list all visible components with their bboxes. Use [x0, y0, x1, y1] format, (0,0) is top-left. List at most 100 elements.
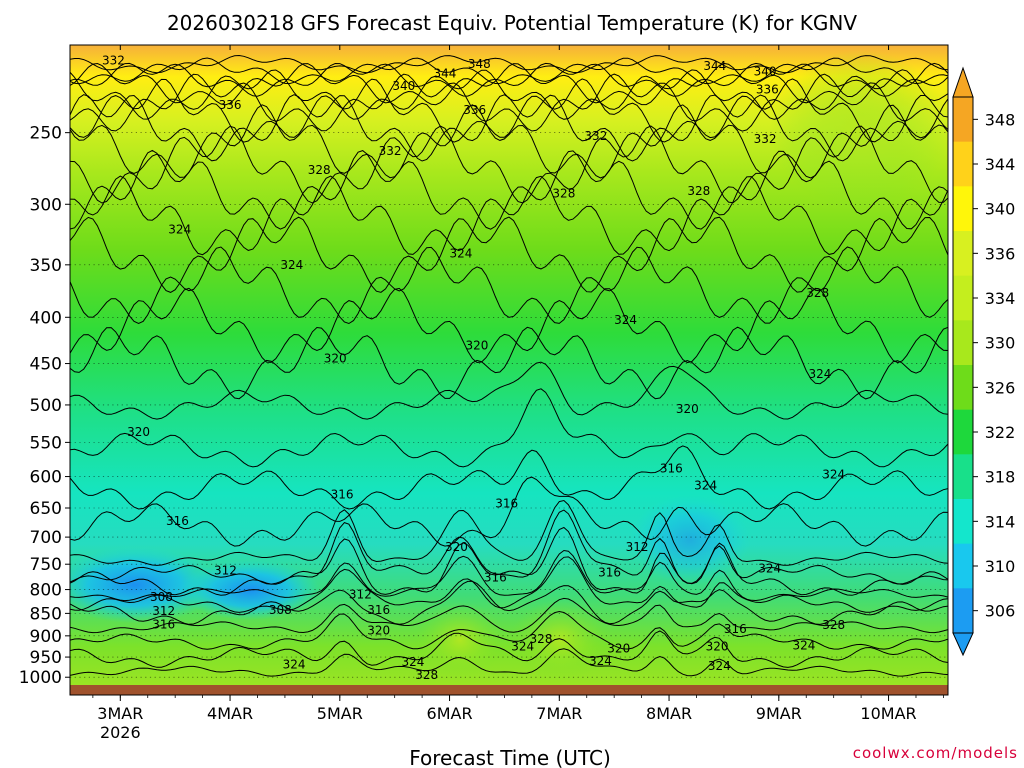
colorbar-swatch: [953, 320, 973, 366]
surface-ground: [70, 685, 948, 695]
contour-line: [70, 246, 948, 325]
colorbar-swatch: [953, 97, 973, 143]
colorbar-label: 340: [985, 200, 1016, 219]
contour-label: 328: [687, 184, 710, 198]
contour-line: [70, 580, 948, 625]
colorbar-swatch: [953, 409, 973, 455]
colorbar-label: 334: [985, 289, 1016, 308]
colorbar-label: 348: [985, 110, 1016, 129]
warm-pool: [770, 50, 948, 210]
y-tick-label: 550: [30, 433, 62, 453]
contour-label: 324: [694, 479, 717, 493]
x-tick-sublabel: 2026: [100, 723, 141, 742]
contour-label: 308: [150, 590, 173, 604]
contour-label: 328: [552, 187, 575, 201]
y-tick-label: 900: [30, 627, 62, 647]
contour-label: 324: [614, 313, 637, 327]
contour-line: [70, 476, 948, 547]
y-tick-label: 600: [30, 468, 62, 488]
colorbar-swatch: [953, 499, 973, 545]
contour-line: [70, 73, 948, 132]
x-axis-title: Forecast Time (UTC): [409, 746, 611, 768]
colorbar-label: 306: [985, 602, 1016, 621]
y-tick-label: 950: [30, 648, 62, 668]
x-tick-label: 3MAR: [97, 704, 143, 723]
contour-label: 328: [530, 632, 553, 646]
contour-line: [70, 556, 948, 613]
colorbar-label: 310: [985, 557, 1016, 576]
colorbar-labels: 348 344 340 336 334 330 326 322 318 314 310 306: [973, 110, 1016, 621]
contour-line: [70, 526, 948, 596]
colorbar-swatches: [952, 66, 974, 657]
contour-label: 324: [511, 640, 534, 654]
colorbar-swatch: [953, 231, 973, 277]
y-tick-label: 1000: [19, 668, 62, 688]
x-tick-label: 6MAR: [427, 704, 473, 723]
contour-label: 348: [468, 57, 491, 71]
contour-label: 336: [219, 98, 242, 112]
contour-label: 324: [793, 638, 816, 652]
contour-label: 312: [214, 563, 237, 577]
contour-line: [70, 149, 948, 230]
contour-line: [70, 62, 948, 106]
y-tick-label: 300: [30, 195, 62, 215]
contour-label: 324: [822, 468, 845, 482]
colorbar-top-triangle: [952, 66, 974, 98]
contour-label: 324: [758, 561, 781, 575]
contour-label: 332: [379, 144, 402, 158]
x-tick-label: 10MAR: [860, 704, 916, 723]
colorbar-swatch: [953, 275, 973, 321]
colorbar-swatch: [953, 141, 973, 187]
contour-line: [70, 175, 948, 256]
colorbar-swatch: [953, 588, 973, 634]
contour-label: 320: [466, 339, 489, 353]
contour-line: [70, 94, 948, 162]
contour-label: 312: [626, 540, 649, 554]
contour-label: 320: [706, 640, 729, 654]
colorbar-label: 326: [985, 378, 1016, 397]
y-tick-label: 350: [30, 256, 62, 276]
colorbar-label: 314: [985, 512, 1016, 531]
warm-pool: [415, 602, 505, 678]
colorbar-label: 330: [985, 334, 1016, 353]
colorbar-swatch: [953, 186, 973, 232]
colorbar-label: 322: [985, 423, 1016, 442]
contour-label: 316: [152, 617, 175, 631]
contour-label: 320: [676, 402, 699, 416]
contour-line: [70, 597, 948, 634]
contour-label: 316: [367, 603, 390, 617]
y-tick-label: 250: [30, 124, 62, 144]
colorbar-swatch: [953, 365, 973, 411]
contour-label: 320: [607, 642, 630, 656]
contour-line: [70, 216, 948, 293]
contour-line: [70, 125, 948, 204]
contour-label: 332: [584, 129, 607, 143]
y-tick-label: 450: [30, 355, 62, 375]
x-tick-label: 9MAR: [756, 704, 802, 723]
colorbar-bottom-triangle: [952, 632, 974, 657]
y-tick-label: 800: [30, 581, 62, 601]
contour-label: 324: [402, 655, 425, 669]
contour-line: [70, 648, 948, 677]
y-tick-label: 700: [30, 528, 62, 548]
credit-text: coolwx.com/models: [853, 744, 1018, 762]
contour-line: [70, 630, 948, 668]
y-tick-label: 750: [30, 555, 62, 575]
title-group: 2026030218 GFS Forecast Equiv. Potential…: [167, 11, 857, 35]
contour-label: 328: [308, 163, 331, 177]
contour-label: 324: [708, 659, 731, 673]
y-axis: 250 300 350 400 450 500 550 600 650 700 750 800 850 9…: [19, 124, 70, 688]
colorbar-label: 344: [985, 155, 1016, 174]
contour-label: 336: [756, 83, 779, 97]
contour-line: [70, 54, 948, 74]
contour-label: 320: [445, 540, 468, 554]
colorbar: 348 344 340 336 334 330 326 322 318 314 310 306: [952, 66, 1016, 657]
contour-label: 324: [589, 654, 612, 668]
contour-label: 316: [166, 514, 189, 528]
contour-label: 324: [280, 258, 303, 272]
contour-label: 344: [434, 66, 457, 80]
plot-frame: [69, 44, 949, 696]
contour-label: 316: [495, 497, 518, 511]
